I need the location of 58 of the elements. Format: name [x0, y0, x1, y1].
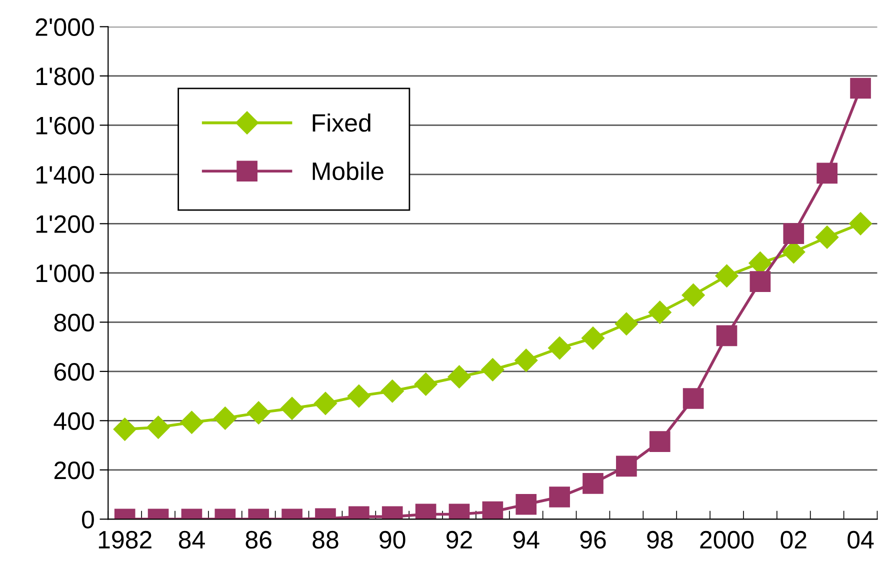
point	[347, 384, 370, 408]
point	[649, 431, 670, 452]
x-tick-label: 84	[178, 530, 205, 549]
y-tick-label: 200	[54, 462, 94, 480]
point	[614, 312, 638, 336]
y-tick-label: 800	[54, 314, 94, 332]
point	[280, 396, 304, 420]
y-tick-label: 1'200	[36, 215, 94, 233]
point	[214, 406, 237, 430]
point	[582, 473, 604, 494]
point	[715, 264, 738, 288]
x-tick-label: 02	[780, 530, 806, 549]
y-tick-label: 400	[54, 412, 94, 430]
x-tick-label: 2000	[700, 530, 754, 549]
point	[481, 358, 504, 382]
point	[816, 162, 838, 184]
x-tick-label: 1982	[98, 530, 152, 549]
point	[146, 416, 170, 439]
point	[850, 78, 871, 99]
point	[514, 348, 538, 372]
y-tick-label: 1'600	[36, 116, 94, 134]
point	[548, 336, 572, 360]
point	[380, 380, 404, 403]
point	[750, 271, 771, 292]
y-tick-label: 0	[82, 510, 94, 528]
point	[648, 300, 672, 324]
x-tick-label: 86	[246, 530, 272, 549]
y-tick-label: 1'800	[36, 68, 94, 86]
point	[849, 212, 872, 236]
point	[682, 284, 705, 307]
x-tick-label: 98	[647, 530, 673, 549]
point	[516, 494, 537, 515]
x-tick-label: 88	[312, 530, 338, 549]
x-tick-label: 96	[580, 530, 606, 549]
point	[113, 418, 136, 441]
x-tick-label: 90	[380, 530, 406, 549]
point	[314, 392, 337, 415]
point	[448, 365, 471, 388]
x-tick-label: 94	[513, 530, 540, 549]
point	[616, 456, 637, 477]
point	[682, 388, 704, 409]
point	[716, 325, 738, 346]
y-tick-label: 1'000	[36, 264, 94, 282]
point	[582, 326, 604, 350]
y-tick-label: 600	[54, 363, 94, 381]
point	[549, 486, 570, 508]
x-tick-label: 04	[848, 530, 874, 549]
legend-label: Fixed	[312, 113, 370, 132]
legend-label: Mobile	[312, 162, 384, 180]
point	[414, 372, 438, 396]
y-tick-label: 2'000	[36, 18, 94, 36]
point	[482, 501, 504, 520]
y-tick-label: 1'400	[36, 166, 94, 184]
point	[180, 410, 204, 434]
point	[816, 226, 839, 249]
x-tick-label: 92	[446, 530, 472, 549]
point	[783, 223, 804, 244]
point	[247, 401, 270, 424]
